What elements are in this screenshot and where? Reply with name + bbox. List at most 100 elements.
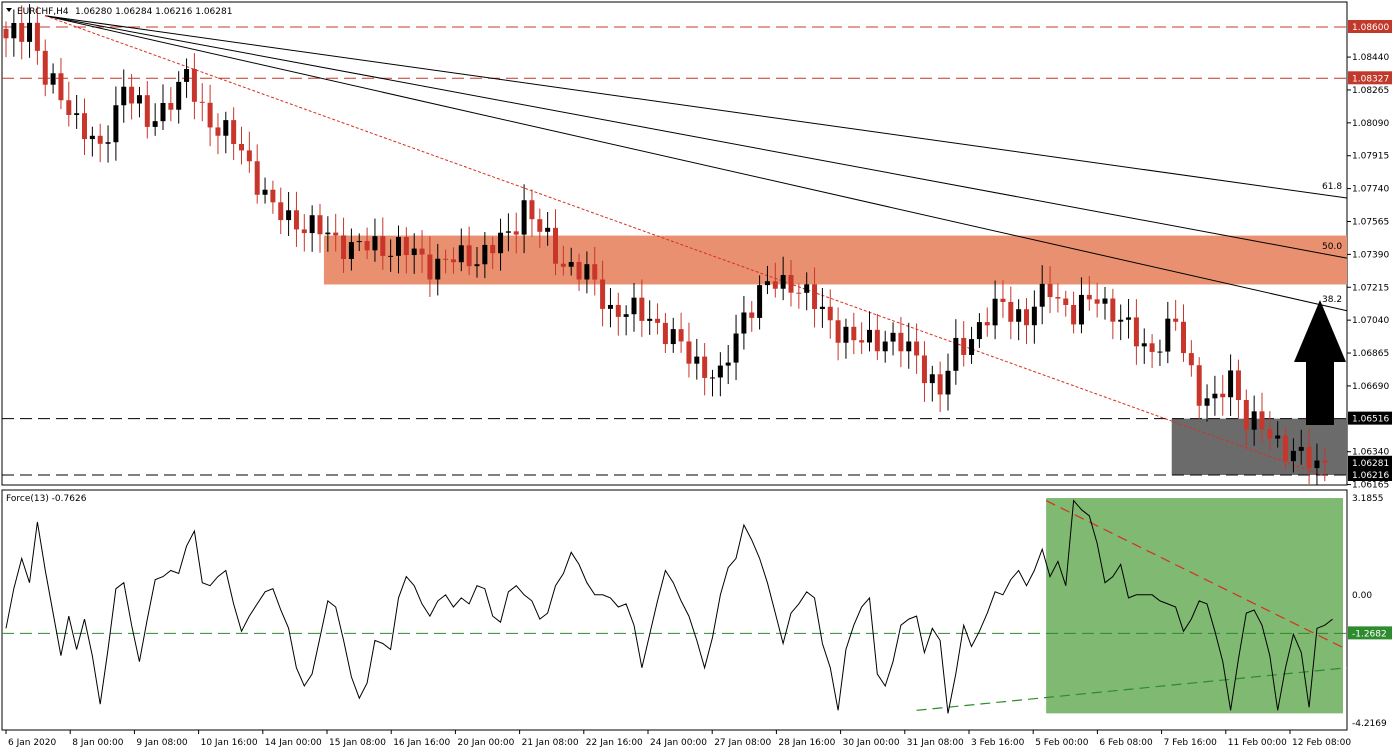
candle-body — [1071, 305, 1077, 325]
candle-body — [82, 113, 87, 140]
candle-body — [757, 285, 763, 318]
candle-body — [576, 261, 582, 280]
indicator-label: Force(13) -0.7626 — [6, 494, 87, 504]
candle-body — [278, 202, 284, 221]
candle-body — [144, 95, 150, 127]
candle-body — [890, 332, 896, 342]
candle-body — [113, 105, 119, 143]
candle-body — [1235, 370, 1241, 400]
candle-body — [992, 298, 998, 326]
candle-body — [702, 356, 708, 378]
force-down-trend-line — [1045, 500, 1348, 651]
force-axis: 3.1855 0.00 -4.2169 -1.2682 — [1348, 494, 1392, 729]
force-level-box — [1348, 626, 1392, 640]
candle-body — [1055, 297, 1061, 299]
candle-body — [615, 304, 621, 317]
candle-body — [961, 337, 967, 355]
candle-body — [1086, 294, 1092, 300]
candle-body — [537, 219, 543, 232]
candle-body — [1031, 306, 1037, 326]
candle-body — [419, 248, 425, 255]
candle-body — [3, 28, 9, 39]
ohlc-label: 1.06280 1.06284 1.06216 1.06281 — [75, 7, 232, 17]
candle-body — [427, 254, 433, 280]
candle-body — [317, 215, 323, 235]
candle-body — [835, 320, 841, 343]
time-tick-label: 30 Jan 00:00 — [843, 738, 900, 748]
candle-body — [882, 341, 888, 352]
candle-body — [1008, 301, 1014, 322]
time-tick-label: 5 Feb 00:00 — [1035, 738, 1089, 748]
time-tick-label: 16 Jan 16:00 — [393, 738, 450, 748]
candle-body — [1298, 446, 1304, 451]
candle-body — [600, 279, 606, 309]
candle-body — [129, 86, 135, 104]
price-panel: 38.2 50.0 61.8 1.08440 1.08265 1.08090 1.0791… — [1, 1, 1392, 491]
force-level-label: -1.2682 — [1352, 629, 1387, 639]
fibonacci-fan-line — [45, 15, 1348, 199]
candle-body — [27, 22, 33, 42]
candle-body — [136, 95, 142, 104]
candle-body — [843, 326, 849, 343]
candle-body — [74, 113, 80, 115]
force-tick-label: 0.00 — [1352, 591, 1372, 601]
price-tick-label: 1.07390 — [1352, 250, 1389, 260]
candle-body — [1275, 435, 1281, 439]
time-tick-label: 20 Jan 00:00 — [457, 738, 514, 748]
candle-body — [1102, 298, 1108, 304]
fibonacci-fan-line — [45, 15, 1348, 312]
candle-body — [1078, 294, 1084, 325]
candle-body — [741, 312, 747, 334]
candle-body — [1149, 343, 1155, 352]
candle-body — [521, 200, 527, 235]
fibonacci-fan-label: 38.2 — [1322, 295, 1342, 305]
candle-body — [827, 306, 833, 321]
time-tick-label: 27 Jan 08:00 — [714, 738, 771, 748]
candle-body — [498, 232, 504, 254]
force-zone — [1046, 498, 1343, 714]
candle-body — [34, 22, 40, 51]
candle-body — [733, 333, 739, 363]
time-tick-label: 10 Jan 16:00 — [201, 738, 258, 748]
level-lines — [2, 26, 1347, 476]
level-label-box — [1348, 20, 1392, 33]
level-label-box — [1348, 468, 1392, 481]
price-tick-label: 1.08265 — [1352, 86, 1389, 96]
candle-body — [293, 210, 299, 230]
candle-body — [490, 244, 496, 254]
candle-body — [764, 281, 770, 286]
candle-body — [160, 102, 166, 122]
candle-body — [231, 120, 237, 144]
candle-body — [372, 236, 378, 251]
candle-body — [89, 135, 95, 140]
level-label: 1.06216 — [1352, 471, 1389, 481]
candle-body — [270, 189, 276, 203]
force-tick-label: 3.1855 — [1352, 494, 1384, 504]
candle-body — [937, 374, 943, 395]
candle-body — [867, 329, 872, 343]
fibonacci-fan-line — [45, 15, 1348, 259]
candle-body — [246, 150, 252, 162]
time-tick-label: 12 Feb 08:00 — [1292, 738, 1351, 748]
candle-body — [513, 231, 519, 235]
level-label: 1.06516 — [1352, 415, 1389, 425]
candle-body — [325, 232, 331, 235]
candle-body — [1290, 450, 1296, 462]
candle-body — [356, 241, 362, 243]
candle-body — [804, 284, 810, 293]
candle-body — [474, 264, 480, 267]
candle-body — [333, 232, 339, 236]
dropdown-triangle-icon[interactable] — [6, 8, 12, 12]
candle-body — [914, 341, 920, 356]
time-tick-label: 22 Jan 16:00 — [586, 738, 643, 748]
candle-body — [505, 231, 511, 233]
candle-body — [655, 318, 661, 323]
current-price-label: 1.06281 — [1352, 459, 1389, 469]
candle-body — [466, 245, 472, 267]
level-label-box — [1348, 71, 1392, 85]
candle-body — [411, 248, 417, 256]
price-tick-label: 1.08440 — [1352, 53, 1389, 63]
candle-body — [1259, 411, 1265, 430]
support-zone — [1171, 418, 1347, 475]
candle-body — [1188, 353, 1194, 366]
